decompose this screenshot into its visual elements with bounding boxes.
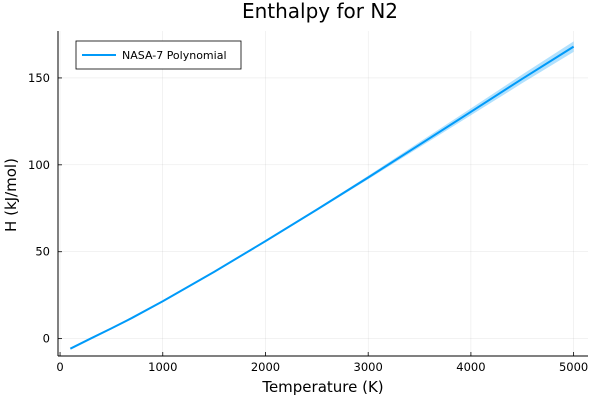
series-band [70, 41, 574, 349]
y-tick-label: 0 [43, 332, 50, 346]
y-tick-label: 50 [35, 245, 50, 259]
legend: NASA-7 Polynomial [75, 40, 242, 70]
y-tick-labels: 0 50 100 150 [28, 71, 50, 346]
y-axis-label: H (kJ/mol) [2, 158, 20, 232]
x-tick-label: 0 [56, 360, 63, 374]
x-tick-label: 1000 [148, 360, 177, 374]
series-lines [69, 45, 575, 350]
x-axis-label: Temperature (K) [261, 378, 383, 396]
y-tick-label: 150 [28, 71, 50, 85]
x-tick-labels: 0 1000 2000 3000 4000 5000 [56, 360, 588, 374]
x-tick-label: 3000 [354, 360, 383, 374]
legend-label: NASA-7 Polynomial [122, 49, 227, 62]
y-tick-label: 100 [28, 158, 50, 172]
x-tick-label: 4000 [456, 360, 485, 374]
x-tick-label: 2000 [251, 360, 280, 374]
grid [58, 31, 588, 356]
chart-title: Enthalpy for N2 [242, 0, 398, 23]
series-line [69, 45, 575, 350]
axes [57, 31, 588, 357]
x-tick-label: 5000 [559, 360, 588, 374]
uncertainty-band [70, 41, 574, 349]
